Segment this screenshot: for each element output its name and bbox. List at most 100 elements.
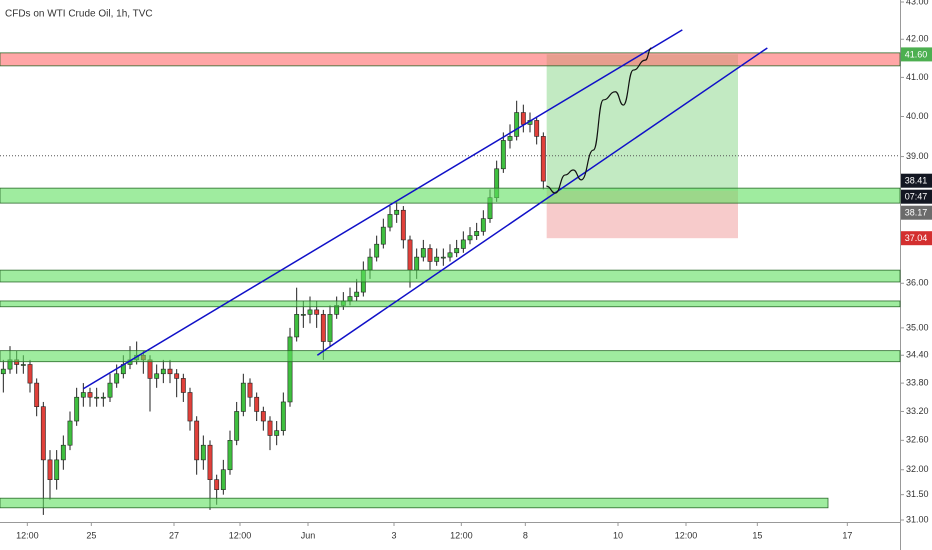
zone bbox=[0, 497, 829, 509]
candle-body bbox=[300, 314, 306, 316]
candle-body bbox=[40, 406, 46, 461]
candle-body bbox=[260, 411, 266, 422]
y-tick-label: 36.00 bbox=[906, 278, 929, 288]
candle-body bbox=[520, 112, 526, 125]
candle-body bbox=[167, 368, 173, 375]
candle-body bbox=[60, 444, 66, 461]
candle-body bbox=[427, 248, 433, 262]
y-tick-label: 33.80 bbox=[906, 377, 929, 387]
candle-body bbox=[67, 420, 73, 446]
chart-title: CFDs on WTI Crude Oil, 1h, TVC bbox=[5, 9, 153, 20]
x-tick-label: 12:00 bbox=[675, 530, 698, 540]
candle-body bbox=[27, 364, 33, 384]
candle-body bbox=[314, 309, 320, 315]
price-tag bbox=[901, 173, 932, 188]
zone bbox=[0, 52, 901, 67]
price-tag bbox=[901, 47, 932, 62]
profit-zone bbox=[546, 54, 738, 191]
candle-body bbox=[380, 226, 386, 245]
candle-body bbox=[207, 444, 213, 480]
candle-body bbox=[114, 373, 120, 384]
candle-body bbox=[307, 309, 313, 315]
candle-body bbox=[320, 314, 326, 342]
candle-body bbox=[507, 136, 513, 141]
candle-body bbox=[440, 256, 446, 259]
x-tick-label: 12:00 bbox=[450, 530, 473, 540]
candle-body bbox=[20, 364, 26, 366]
candle-body bbox=[467, 235, 473, 241]
candle-body bbox=[267, 420, 273, 436]
price-tag-label: 38.41 bbox=[905, 176, 928, 186]
candle-body bbox=[240, 382, 246, 412]
y-tick-label: 32.60 bbox=[906, 435, 929, 445]
candle-body bbox=[394, 209, 400, 215]
y-tick-label: 43.00 bbox=[906, 0, 929, 6]
candle-body bbox=[294, 314, 300, 338]
candle-body bbox=[374, 243, 380, 258]
price-tag bbox=[901, 231, 932, 246]
candle-body bbox=[34, 382, 40, 407]
x-tick-label: Jun bbox=[301, 530, 316, 540]
y-tick-label: 35.00 bbox=[906, 322, 929, 332]
x-tick-label: 8 bbox=[523, 530, 528, 540]
candle-body bbox=[387, 214, 393, 228]
candle-body bbox=[347, 296, 353, 302]
candle-body bbox=[434, 256, 440, 262]
candle-body bbox=[234, 411, 240, 441]
candle-body bbox=[0, 368, 6, 375]
y-tick-label: 34.40 bbox=[906, 350, 929, 360]
candle-body bbox=[454, 248, 460, 254]
trend-line bbox=[82, 29, 683, 390]
y-tick-label: 42.00 bbox=[906, 34, 929, 44]
price-tag-label: 41.60 bbox=[905, 49, 928, 59]
candle-body bbox=[187, 392, 193, 422]
y-tick-label: 40.00 bbox=[906, 111, 929, 121]
candle-body bbox=[174, 373, 180, 379]
candle-body bbox=[214, 479, 220, 490]
candle-body bbox=[160, 368, 166, 375]
candle-body bbox=[227, 440, 233, 471]
candle-body bbox=[327, 314, 333, 342]
zone bbox=[0, 350, 901, 363]
candle-body bbox=[54, 459, 60, 480]
candle-body bbox=[354, 291, 360, 297]
price-tag bbox=[901, 189, 932, 204]
candle-body bbox=[47, 459, 53, 480]
x-tick-label: 27 bbox=[169, 530, 179, 540]
y-tick-label: 31.50 bbox=[906, 489, 929, 499]
candle-body bbox=[247, 382, 253, 398]
candle-body bbox=[420, 248, 426, 258]
candle-body bbox=[534, 120, 540, 137]
candle-body bbox=[194, 420, 200, 461]
candle-body bbox=[287, 336, 293, 403]
x-tick-label: 15 bbox=[752, 530, 762, 540]
x-tick-label: 12:00 bbox=[16, 530, 39, 540]
x-tick-label: 17 bbox=[842, 530, 852, 540]
price-tag-label: 37.04 bbox=[905, 233, 928, 243]
price-tag-label: 38.17 bbox=[905, 208, 928, 218]
trend-line bbox=[316, 47, 768, 356]
y-tick-label: 31.00 bbox=[906, 514, 929, 524]
candle-body bbox=[274, 430, 280, 436]
y-tick-label: 39.00 bbox=[906, 151, 929, 161]
zone bbox=[0, 269, 901, 283]
candle-body bbox=[100, 396, 106, 399]
price-tag-label: 07:47 bbox=[905, 192, 928, 202]
candle-body bbox=[154, 373, 160, 379]
y-tick-label: 32.00 bbox=[906, 464, 929, 474]
candle-body bbox=[147, 359, 153, 379]
candle-body bbox=[280, 401, 286, 431]
candle-body bbox=[220, 469, 226, 490]
x-tick-label: 25 bbox=[86, 530, 96, 540]
zone bbox=[0, 187, 901, 204]
y-tick-label: 41.00 bbox=[906, 72, 929, 82]
candle-body bbox=[540, 136, 546, 182]
candle-body bbox=[87, 392, 93, 398]
y-tick-label: 33.20 bbox=[906, 406, 929, 416]
candle-body bbox=[180, 378, 186, 393]
candle-body bbox=[107, 382, 113, 398]
zone bbox=[0, 300, 901, 308]
candle-body bbox=[414, 256, 420, 271]
candle-body bbox=[500, 140, 506, 170]
